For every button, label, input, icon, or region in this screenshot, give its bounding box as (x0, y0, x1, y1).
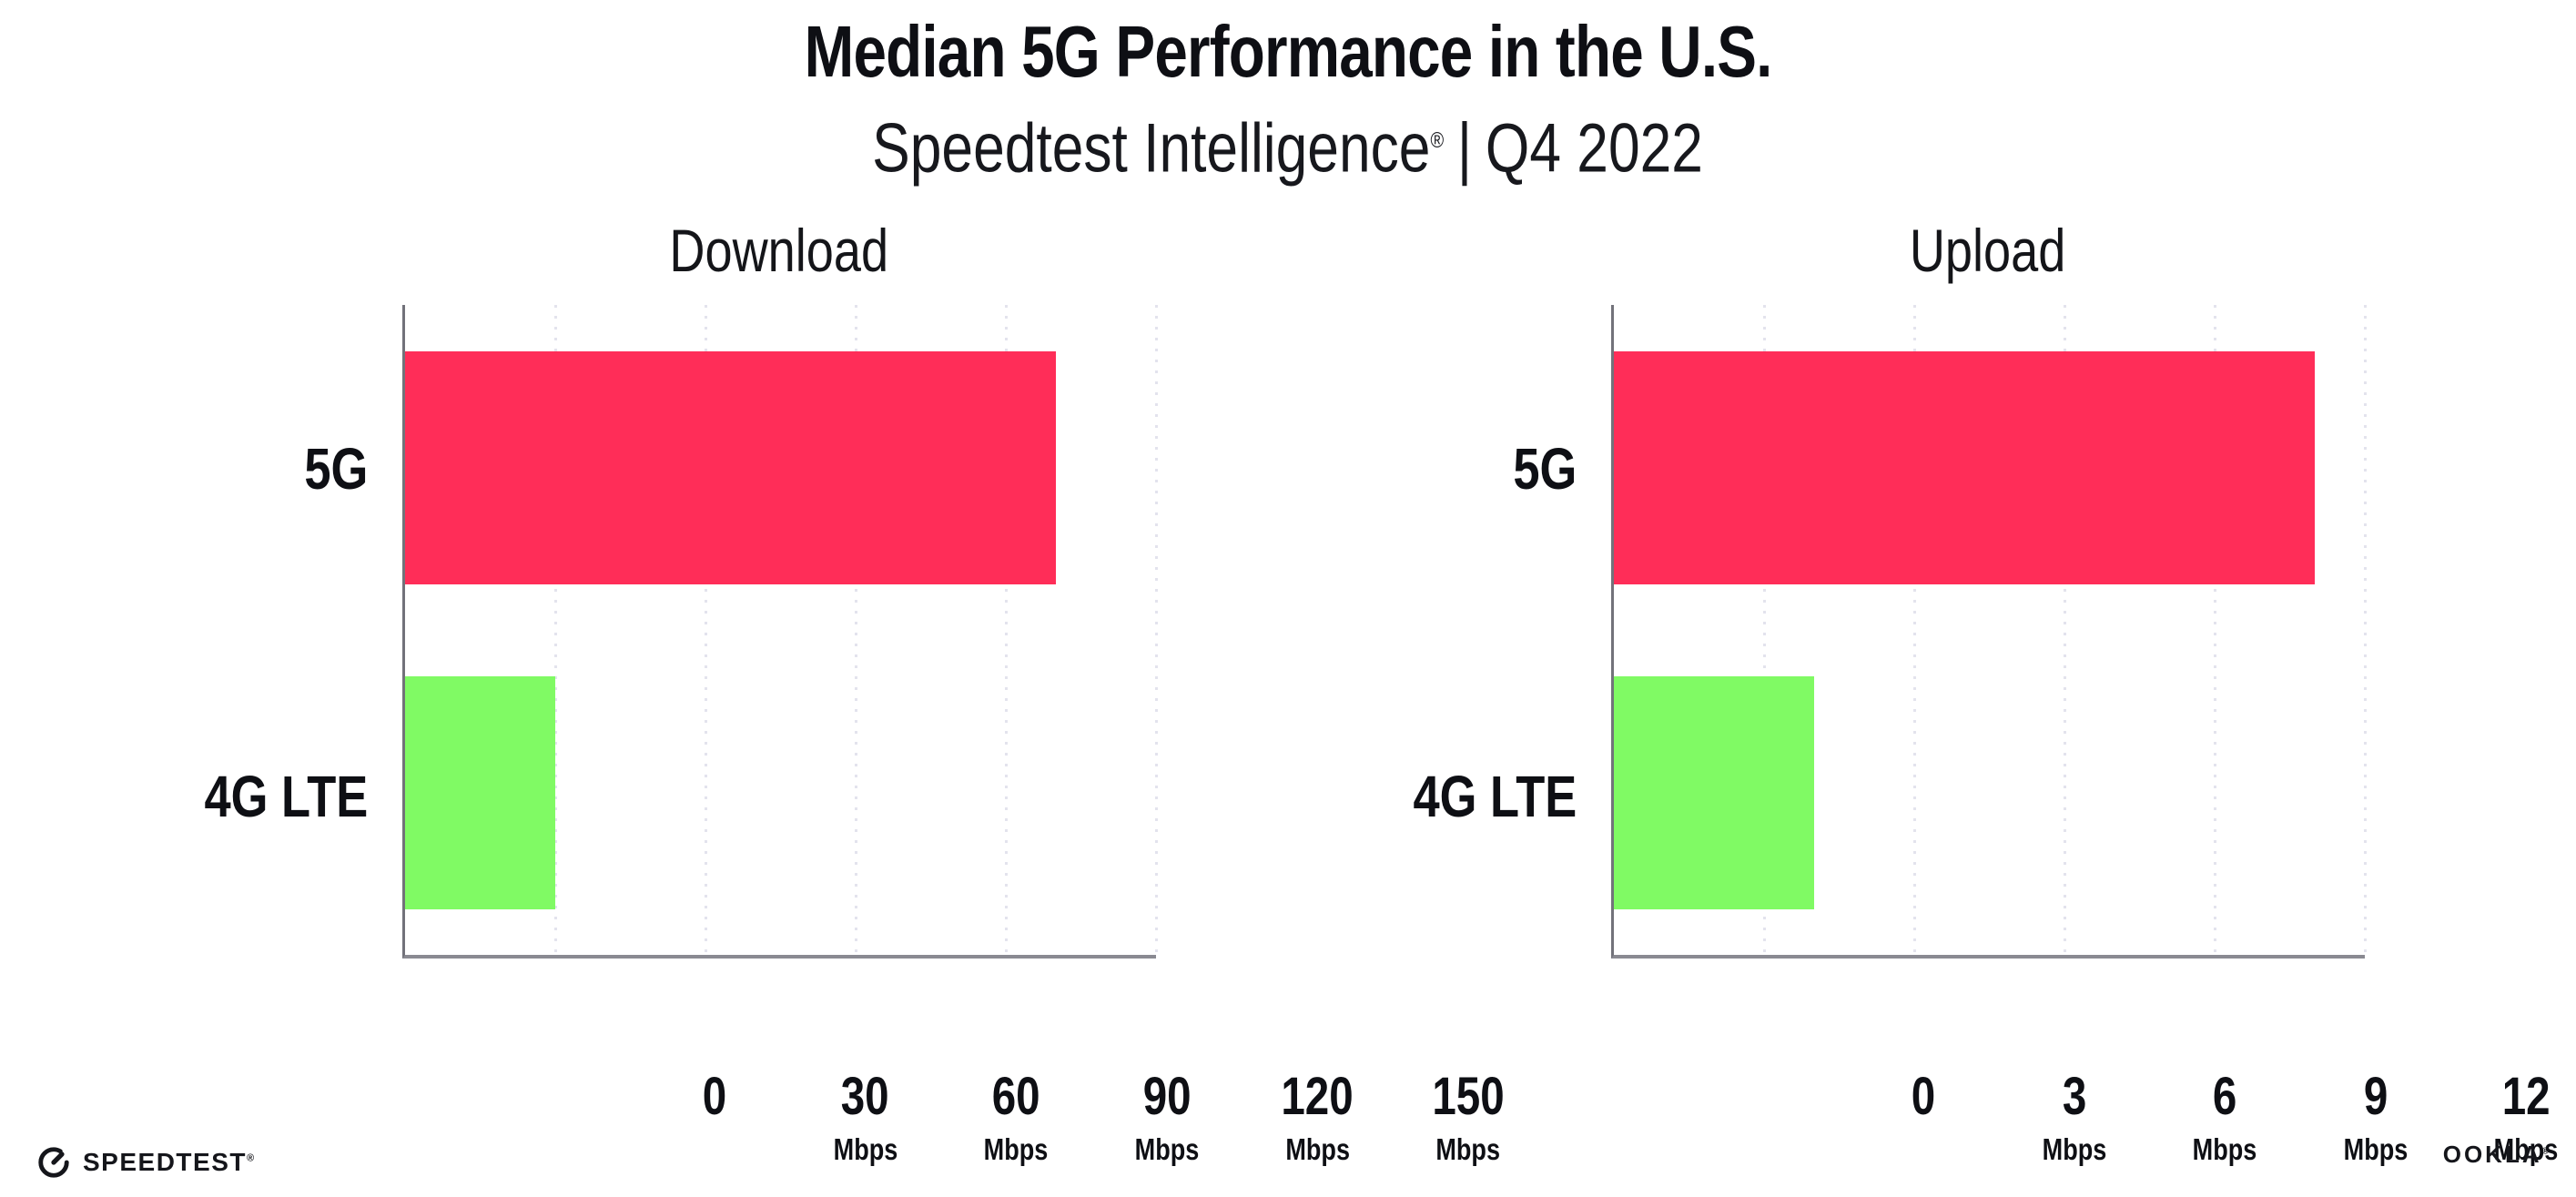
gridline-60 (704, 305, 707, 955)
x-tick-0: 0 (702, 1067, 727, 1126)
download-category-axis: 5G 4G LTE (90, 305, 402, 959)
bar-4g-lte (405, 676, 555, 910)
x-tick-9: 9 Mbps (2343, 1067, 2409, 1166)
download-chart: Download 5G 4G LTE 0 30 Mbps 60 Mbps 90 Mbps 120… (90, 212, 1505, 1166)
x-tick-30: 30 Mbps (833, 1067, 898, 1166)
upload-plot-wrap: 03Mbps6Mbps9Mbps12Mbps15Mbps (1611, 305, 2559, 1166)
bar-5g (1614, 351, 2315, 585)
category-label-5g: 5G (303, 436, 368, 502)
download-x-axis-labels: 0 30 Mbps 60 Mbps 90 Mbps 120 Mbps 150 Mbps (703, 1067, 1505, 1188)
x-tick-150: 150 Mbps (1432, 1067, 1505, 1166)
category-label-5g: 5G (1512, 436, 1577, 502)
bar-4g-lte (1614, 676, 1814, 910)
x-tick-12: 12 Mbps (2494, 1067, 2559, 1166)
category-label-4g-lte: 4G LTE (204, 763, 368, 829)
x-tick-90: 90 Mbps (1134, 1067, 1200, 1166)
speedtest-wordmark: SPEEDTEST® (83, 1148, 256, 1176)
gridline-30 (553, 305, 557, 955)
upload-plot-area (1611, 305, 2367, 959)
gridline-6 (1912, 305, 1916, 955)
x-tick-3: 3 Mbps (2042, 1067, 2106, 1166)
x-tick-0: 0 (1911, 1067, 1936, 1126)
speedtest-trademark: ® (246, 1152, 256, 1164)
speedtest-logo: SPEEDTEST® (36, 1145, 256, 1180)
speedtest-gauge-icon (36, 1145, 71, 1180)
registered-mark: ® (1430, 128, 1445, 153)
ookla-logo: OOKLA® (2443, 1141, 2549, 1169)
gridline-150 (1154, 305, 1158, 955)
subtitle-product: Speedtest Intelligence (872, 109, 1431, 188)
gridline-3 (1762, 305, 1766, 955)
upload-chart-title: Upload (1910, 217, 2066, 284)
gridline-90 (854, 305, 857, 955)
upload-x-axis-labels: 03Mbps6Mbps9Mbps12Mbps15Mbps (1912, 1067, 2576, 1188)
ookla-trademark: ® (2541, 1146, 2549, 1157)
ookla-wordmark: OOKLA (2442, 1141, 2542, 1168)
x-tick-6: 6 Mbps (2192, 1067, 2257, 1166)
download-plot-wrap: 0 30 Mbps 60 Mbps 90 Mbps 120 Mbps 150 Mbps (402, 305, 1505, 1166)
gridline-12 (2213, 305, 2216, 955)
subtitle-separator: | (1457, 109, 1473, 188)
gridline-120 (1004, 305, 1008, 955)
x-tick-120: 120 Mbps (1281, 1067, 1354, 1166)
upload-category-axis: 5G 4G LTE (1299, 305, 1611, 959)
gridline-9 (2063, 305, 2066, 955)
subtitle-period: Q4 2022 (1486, 109, 1704, 188)
bar-5g (405, 351, 1056, 585)
header: Median 5G Performance in the U.S. Speedt… (0, 11, 2576, 188)
category-label-4g-lte: 4G LTE (1413, 763, 1577, 829)
x-tick-60: 60 Mbps (983, 1067, 1049, 1166)
page-subtitle: Speedtest Intelligence® | Q4 2022 (0, 102, 2576, 188)
download-chart-title: Download (669, 217, 889, 284)
page-title: Median 5G Performance in the U.S. (804, 11, 1773, 92)
download-plot-area (402, 305, 1158, 959)
gridline-15 (2363, 305, 2367, 955)
